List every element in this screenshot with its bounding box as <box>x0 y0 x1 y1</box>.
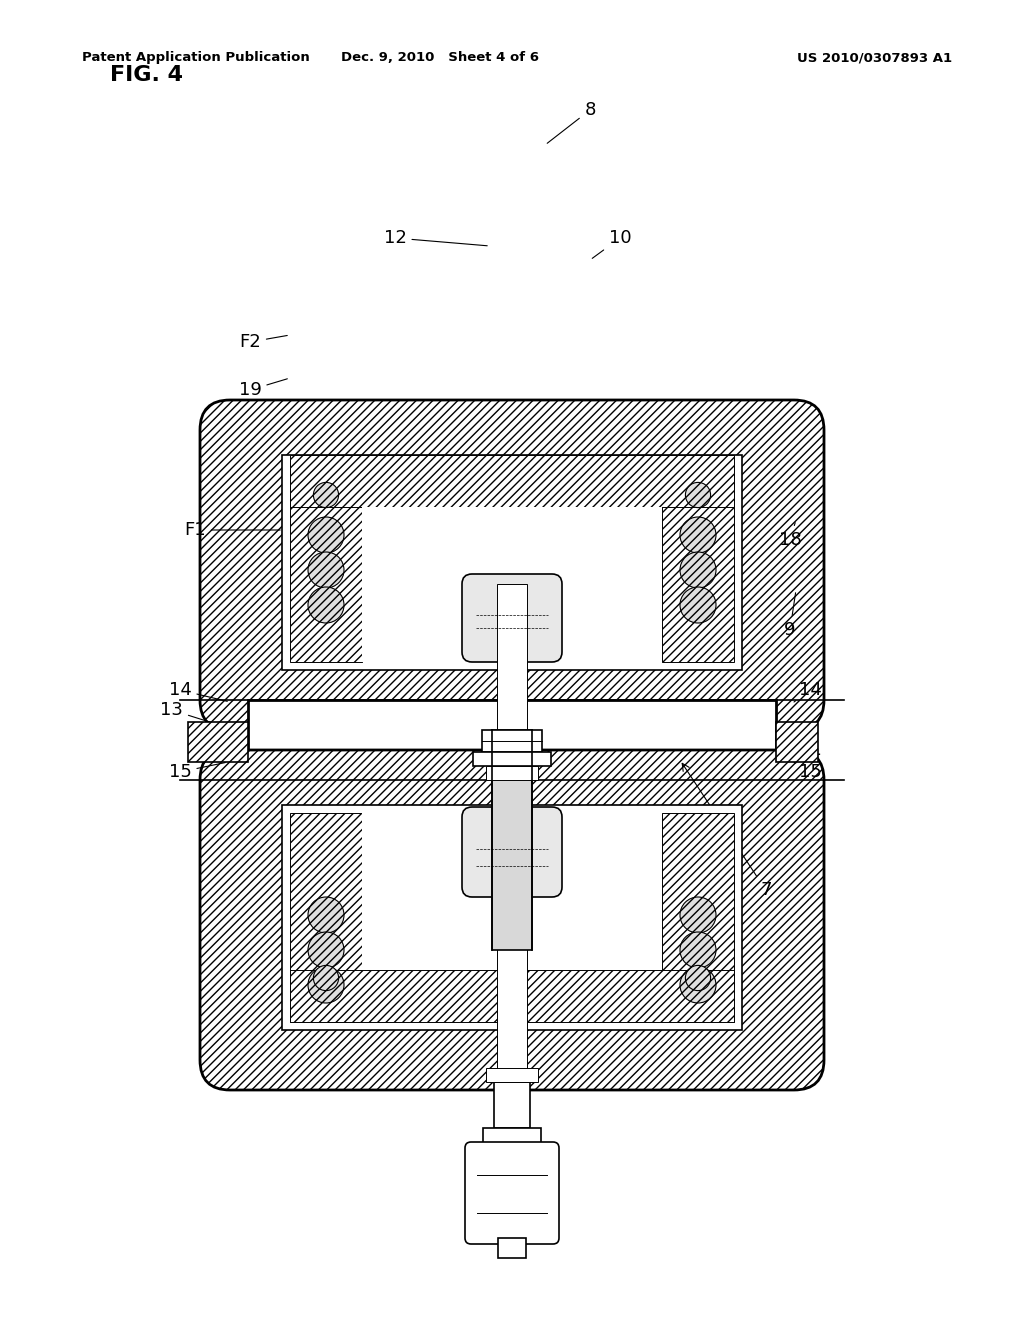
Circle shape <box>680 898 716 933</box>
Bar <box>290 463 362 663</box>
Circle shape <box>685 965 711 990</box>
Text: 15: 15 <box>794 762 821 781</box>
FancyBboxPatch shape <box>462 574 562 663</box>
Bar <box>362 813 662 970</box>
Bar <box>282 455 742 671</box>
Circle shape <box>308 552 344 587</box>
Bar <box>497 887 527 1071</box>
Text: 12: 12 <box>384 228 487 247</box>
FancyBboxPatch shape <box>462 807 562 898</box>
Circle shape <box>680 587 716 623</box>
Text: 18: 18 <box>778 523 802 549</box>
Text: 6: 6 <box>522 911 575 939</box>
Bar <box>498 1238 526 1258</box>
Bar <box>188 722 248 762</box>
Text: 14: 14 <box>794 681 821 702</box>
Circle shape <box>313 482 339 508</box>
Text: US 2010/0307893 A1: US 2010/0307893 A1 <box>798 51 952 65</box>
Text: F1: F1 <box>184 521 281 539</box>
Circle shape <box>685 482 711 508</box>
Circle shape <box>680 968 716 1003</box>
Bar <box>290 813 362 1022</box>
Text: 9: 9 <box>784 593 796 639</box>
Bar <box>494 1082 530 1129</box>
Text: 14: 14 <box>169 681 227 701</box>
Text: 7: 7 <box>682 763 771 899</box>
Bar <box>482 730 542 752</box>
FancyBboxPatch shape <box>200 750 824 1090</box>
Circle shape <box>308 968 344 1003</box>
Bar <box>483 1129 541 1148</box>
Text: 11: 11 <box>799 741 821 759</box>
Bar <box>776 722 818 762</box>
Text: FIG. 4: FIG. 4 <box>110 65 183 84</box>
Text: 19: 19 <box>239 379 288 399</box>
Bar <box>662 463 734 663</box>
Bar <box>497 583 527 766</box>
Bar <box>486 1068 538 1082</box>
Bar <box>362 507 662 663</box>
Text: 10: 10 <box>592 228 632 259</box>
Bar <box>492 730 532 950</box>
Bar <box>290 970 734 1022</box>
Bar <box>290 455 734 507</box>
Circle shape <box>308 932 344 968</box>
Circle shape <box>680 552 716 587</box>
Circle shape <box>308 898 344 933</box>
Bar <box>248 700 776 780</box>
Bar <box>473 752 551 766</box>
FancyBboxPatch shape <box>200 400 824 730</box>
Text: Dec. 9, 2010   Sheet 4 of 6: Dec. 9, 2010 Sheet 4 of 6 <box>341 51 540 65</box>
Circle shape <box>308 587 344 623</box>
Text: 15: 15 <box>169 763 225 781</box>
Circle shape <box>680 517 716 553</box>
Circle shape <box>313 965 339 990</box>
Bar <box>486 766 538 780</box>
FancyBboxPatch shape <box>465 1142 559 1243</box>
Bar <box>282 805 742 1030</box>
Text: 13: 13 <box>160 701 231 730</box>
Text: 8: 8 <box>547 102 596 144</box>
Bar <box>662 813 734 1022</box>
Circle shape <box>308 517 344 553</box>
Text: F2: F2 <box>240 333 288 351</box>
Circle shape <box>680 932 716 968</box>
Text: Patent Application Publication: Patent Application Publication <box>82 51 309 65</box>
